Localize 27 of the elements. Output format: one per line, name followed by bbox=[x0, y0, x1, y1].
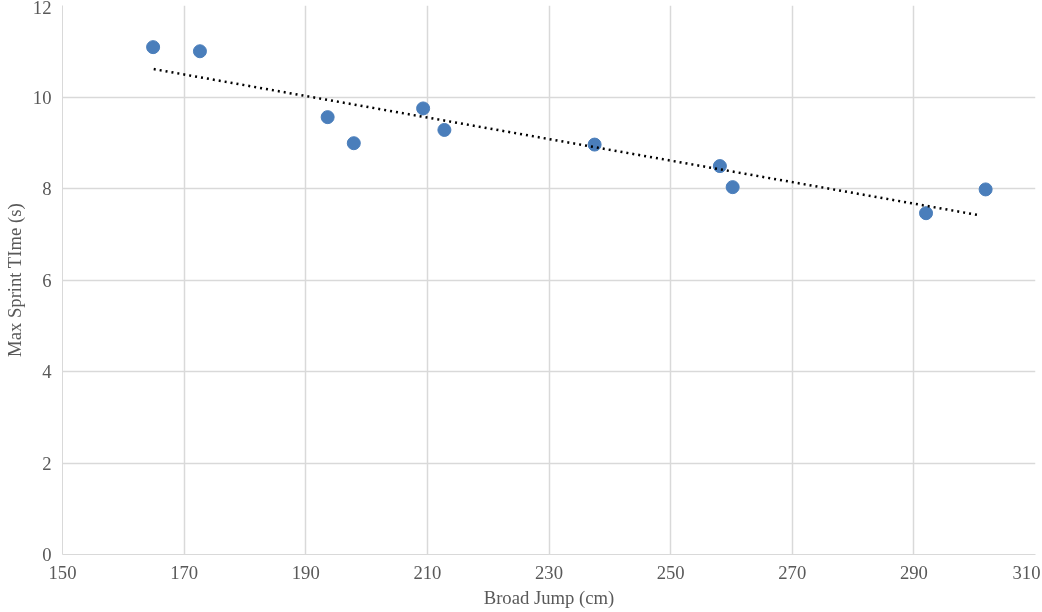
point bbox=[346, 136, 361, 151]
x-tick-label: 310 bbox=[1012, 561, 1041, 583]
point bbox=[919, 206, 934, 221]
y-tick-label: 4 bbox=[42, 361, 53, 382]
x-tick-label: 190 bbox=[291, 561, 320, 583]
x-tick-label: 170 bbox=[170, 561, 199, 583]
point bbox=[320, 110, 335, 125]
y-axis-title: Max Sprint TIme (s) bbox=[3, 203, 26, 357]
y-tick-label: 10 bbox=[32, 86, 52, 108]
point bbox=[146, 40, 161, 55]
point bbox=[712, 159, 727, 174]
point bbox=[192, 44, 207, 59]
y-tick-label: 2 bbox=[42, 452, 52, 474]
x-tick-label: 210 bbox=[413, 561, 442, 583]
x-tick-label: 270 bbox=[778, 561, 807, 583]
x-tick-label: 290 bbox=[899, 561, 928, 583]
point bbox=[587, 137, 602, 152]
y-tick-label: 6 bbox=[42, 269, 52, 291]
y-tick-label: 12 bbox=[32, 0, 52, 18]
x-tick-label: 250 bbox=[656, 561, 685, 583]
point bbox=[437, 122, 452, 137]
x-tick-label: 230 bbox=[535, 561, 563, 583]
point bbox=[725, 180, 740, 195]
y-tick-label: 8 bbox=[42, 178, 52, 199]
point bbox=[978, 182, 993, 197]
point bbox=[416, 101, 431, 116]
x-axis-title: Broad Jump (cm) bbox=[483, 586, 615, 609]
